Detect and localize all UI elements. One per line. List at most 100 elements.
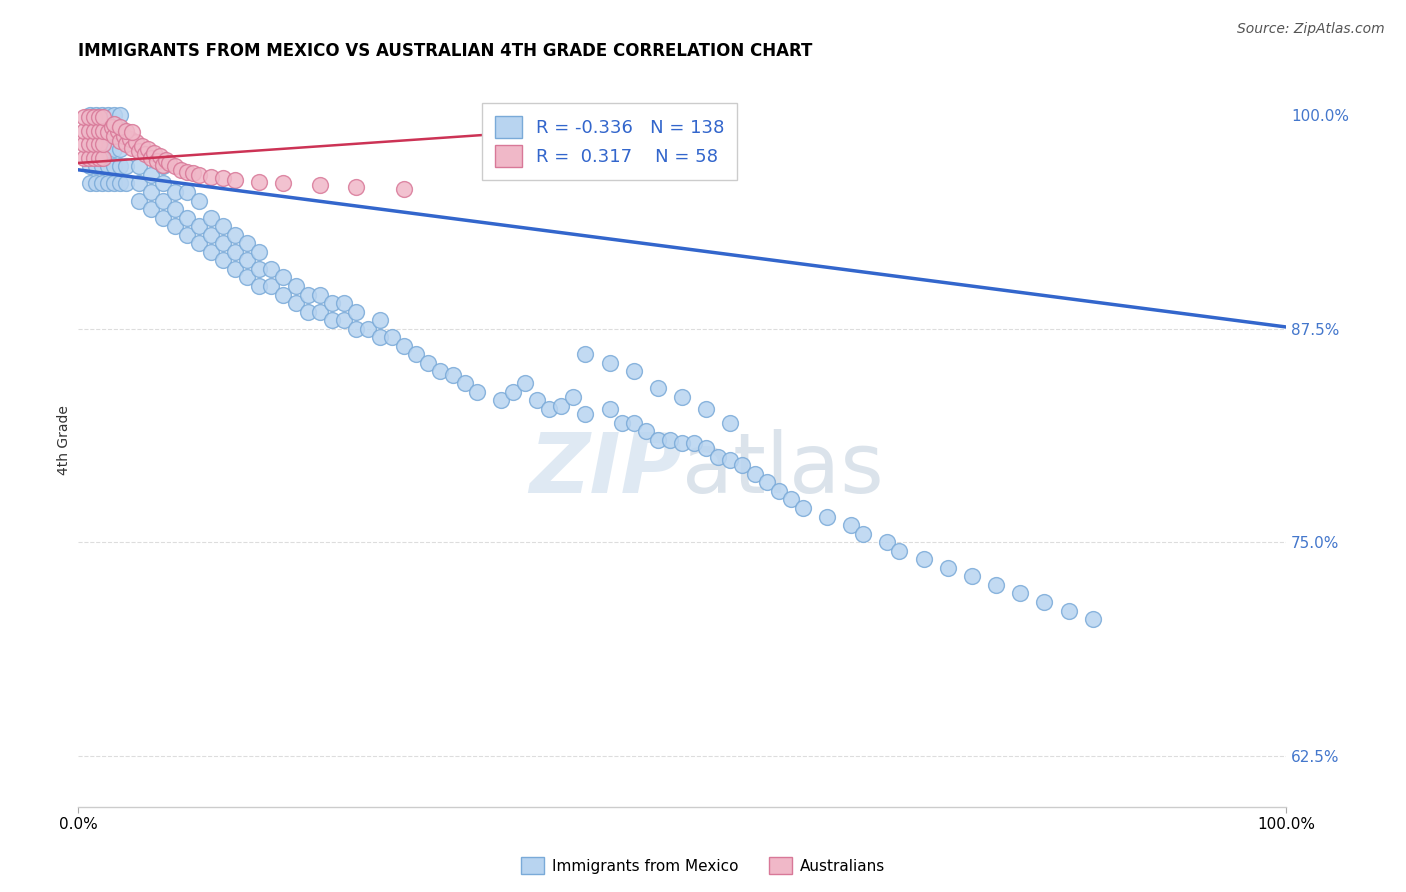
Point xyxy=(333,296,356,310)
Point xyxy=(297,304,319,318)
Point xyxy=(187,168,209,182)
Point xyxy=(623,416,645,430)
Point xyxy=(176,185,198,199)
Point xyxy=(84,160,107,174)
Point xyxy=(77,151,100,165)
Point xyxy=(647,433,669,447)
Point xyxy=(125,136,148,150)
Point xyxy=(128,160,150,174)
Point xyxy=(321,296,343,310)
Point xyxy=(344,321,367,335)
Point xyxy=(273,270,295,285)
Point xyxy=(187,194,209,208)
Point xyxy=(79,177,101,191)
Point xyxy=(93,110,115,124)
Point xyxy=(1010,586,1032,600)
Point xyxy=(550,399,572,413)
Point xyxy=(83,110,105,124)
Point xyxy=(513,376,536,391)
Point xyxy=(538,401,561,416)
Point xyxy=(453,376,475,391)
Point xyxy=(128,144,150,158)
Point xyxy=(200,169,222,184)
Point xyxy=(84,177,107,191)
Point xyxy=(912,552,935,566)
Point xyxy=(247,175,270,189)
Point xyxy=(97,125,120,139)
Point xyxy=(718,416,741,430)
Point xyxy=(91,177,114,191)
Point xyxy=(112,128,135,143)
Point xyxy=(128,194,150,208)
Point xyxy=(815,509,838,524)
Point xyxy=(157,156,180,170)
Point xyxy=(212,236,235,251)
Point xyxy=(707,450,730,464)
Point xyxy=(110,120,132,134)
Point xyxy=(79,160,101,174)
Point xyxy=(224,261,246,276)
Point xyxy=(152,160,174,174)
Point xyxy=(110,125,132,139)
Point xyxy=(381,330,404,344)
Point xyxy=(163,160,186,174)
Point xyxy=(333,313,356,327)
Point xyxy=(103,125,125,139)
Legend: Immigrants from Mexico, Australians: Immigrants from Mexico, Australians xyxy=(515,851,891,880)
Point xyxy=(152,194,174,208)
Point xyxy=(212,219,235,234)
Point xyxy=(77,137,100,152)
Point xyxy=(136,142,159,156)
Point xyxy=(502,384,524,399)
Point xyxy=(120,132,142,146)
Point xyxy=(744,467,766,481)
Point xyxy=(139,202,162,216)
Point xyxy=(84,125,107,139)
Point xyxy=(128,177,150,191)
Point xyxy=(103,177,125,191)
Point xyxy=(212,171,235,186)
Point xyxy=(212,253,235,268)
Point xyxy=(73,123,96,137)
Legend: R = -0.336   N = 138, R =  0.317    N = 58: R = -0.336 N = 138, R = 0.317 N = 58 xyxy=(482,103,737,180)
Point xyxy=(273,287,295,301)
Point xyxy=(87,123,110,137)
Point xyxy=(103,142,125,156)
Point xyxy=(200,227,222,242)
Point xyxy=(97,160,120,174)
Point xyxy=(260,261,283,276)
Point xyxy=(273,177,295,191)
Point xyxy=(110,142,132,156)
Point xyxy=(83,123,105,137)
Point xyxy=(200,211,222,225)
Text: Source: ZipAtlas.com: Source: ZipAtlas.com xyxy=(1237,22,1385,37)
Point xyxy=(176,227,198,242)
Point xyxy=(357,321,380,335)
Point xyxy=(84,108,107,122)
Point xyxy=(115,177,138,191)
Point xyxy=(97,125,120,139)
Point xyxy=(247,244,270,259)
Point xyxy=(91,142,114,156)
Point xyxy=(149,149,172,163)
Y-axis label: 4th Grade: 4th Grade xyxy=(58,405,72,475)
Point xyxy=(960,569,983,583)
Point xyxy=(101,120,124,134)
Point xyxy=(297,287,319,301)
Point xyxy=(77,110,100,124)
Point xyxy=(103,160,125,174)
Point xyxy=(236,253,259,268)
Point xyxy=(84,142,107,156)
Point xyxy=(134,147,156,161)
Point xyxy=(429,364,451,378)
Point xyxy=(107,123,129,137)
Point xyxy=(187,236,209,251)
Point xyxy=(224,227,246,242)
Point xyxy=(115,123,138,137)
Point xyxy=(695,401,717,416)
Point xyxy=(110,177,132,191)
Point xyxy=(91,160,114,174)
Point xyxy=(308,287,330,301)
Point xyxy=(876,535,898,549)
Point xyxy=(671,390,693,404)
